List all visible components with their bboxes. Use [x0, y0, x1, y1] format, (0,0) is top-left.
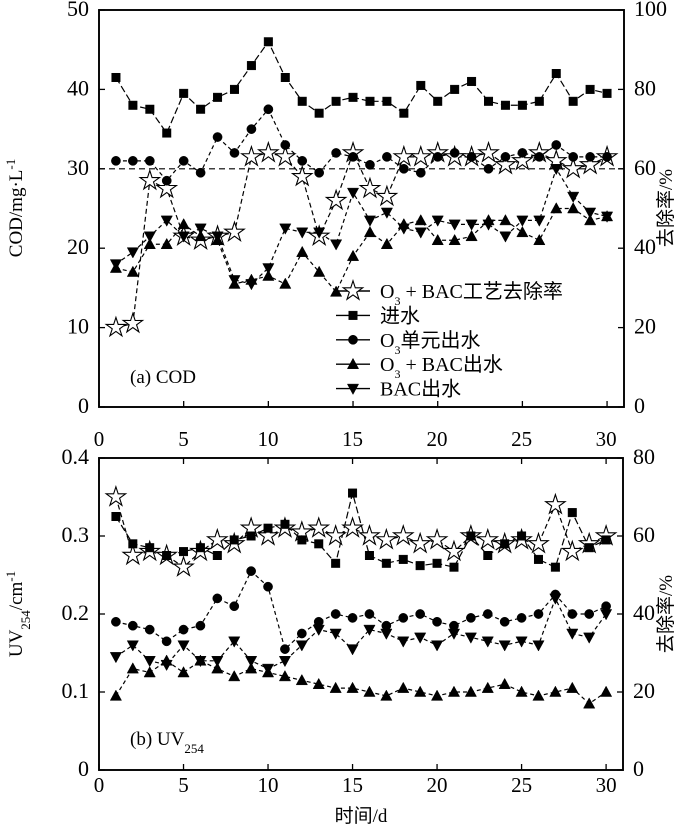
- svg-text:BAC出水: BAC出水: [380, 378, 461, 401]
- svg-text:0: 0: [94, 427, 105, 451]
- svg-text:5: 5: [178, 773, 189, 797]
- svg-text:15: 15: [342, 427, 363, 451]
- svg-text:COD/mg·L-1: COD/mg·L-1: [3, 159, 28, 257]
- svg-text:10: 10: [258, 773, 279, 797]
- svg-text:25: 25: [511, 773, 532, 797]
- svg-text:(a) COD: (a) COD: [130, 367, 196, 388]
- svg-text:0: 0: [78, 393, 89, 418]
- svg-text:50: 50: [67, 0, 89, 21]
- svg-text:20: 20: [427, 427, 448, 451]
- svg-text:15: 15: [342, 773, 363, 797]
- svg-text:0: 0: [634, 393, 645, 418]
- svg-text:时间/d: 时间/d: [335, 805, 388, 827]
- svg-text:0.4: 0.4: [62, 444, 90, 469]
- svg-text:0.2: 0.2: [62, 600, 90, 625]
- svg-text:0.1: 0.1: [62, 678, 90, 703]
- svg-text:去除率/%: 去除率/%: [655, 575, 677, 653]
- svg-text:40: 40: [634, 234, 656, 259]
- svg-text:0: 0: [94, 773, 105, 797]
- svg-text:20: 20: [67, 234, 89, 259]
- svg-text:0: 0: [78, 756, 89, 781]
- svg-text:25: 25: [511, 427, 532, 451]
- svg-text:40: 40: [633, 600, 655, 625]
- svg-text:60: 60: [634, 155, 656, 180]
- svg-text:5: 5: [178, 427, 189, 451]
- svg-text:0: 0: [633, 756, 644, 781]
- svg-text:30: 30: [596, 427, 617, 451]
- svg-text:10: 10: [258, 427, 279, 451]
- svg-text:进水: 进水: [380, 304, 420, 327]
- svg-text:100: 100: [634, 0, 667, 21]
- svg-text:80: 80: [634, 75, 656, 100]
- svg-text:20: 20: [634, 314, 656, 339]
- svg-text:30: 30: [596, 773, 617, 797]
- svg-text:20: 20: [633, 678, 655, 703]
- svg-text:40: 40: [67, 75, 89, 100]
- svg-text:10: 10: [67, 314, 89, 339]
- svg-text:0.3: 0.3: [62, 522, 90, 547]
- svg-text:30: 30: [67, 155, 89, 180]
- svg-text:60: 60: [633, 522, 655, 547]
- svg-text:20: 20: [427, 773, 448, 797]
- svg-text:80: 80: [633, 444, 655, 469]
- svg-text:去除率/%: 去除率/%: [655, 169, 677, 247]
